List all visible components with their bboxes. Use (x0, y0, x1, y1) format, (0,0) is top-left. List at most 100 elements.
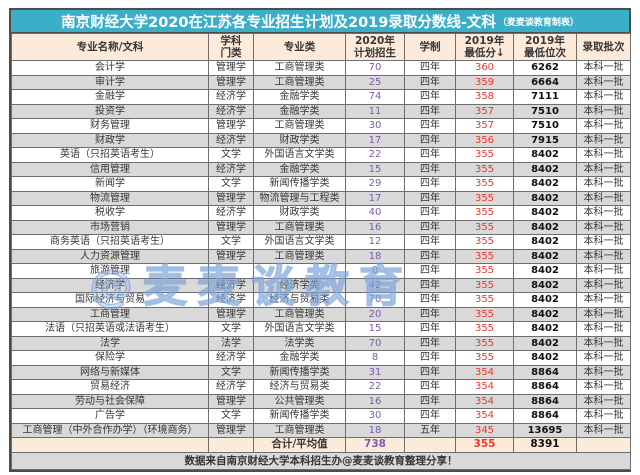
cell-min-score-2019: 345 (455, 422, 514, 438)
footer-row: 数据来自南京财经大学本科招生办@麦麦谈教育整理分享！ (11, 451, 631, 470)
cell-major-group: 法学类 (253, 335, 346, 351)
cell-batch: 本科一批 (576, 132, 631, 148)
cell-major-group: 新闻传播学类 (253, 176, 346, 192)
cell-major: 财政学 (11, 132, 209, 148)
table-row: 网络与新媒体 文学 新闻传播学类 31 四年 354 8864 本科一批 (11, 364, 631, 380)
cell-plan-2020: 74 (345, 89, 405, 105)
cell-major-group: 公共管理类 (253, 393, 346, 409)
cell-discipline: 管理学 (208, 118, 254, 134)
cell-batch: 本科一批 (576, 350, 631, 366)
cell-min-rank-2019: 7510 (513, 118, 577, 134)
cell-major: 网络与新媒体 (11, 364, 209, 380)
table-row: 新闻学 文学 新闻传播学类 29 四年 355 8402 本科一批 (11, 176, 631, 192)
cell-min-score-2019: 358 (455, 89, 514, 105)
cell-discipline: 管理学 (208, 74, 254, 90)
cell-discipline: 管理学 (208, 219, 254, 235)
cell-duration: 四年 (404, 393, 456, 409)
cell-batch: 本科一批 (576, 306, 631, 322)
cell-major-group: 金融学类 (253, 350, 346, 366)
cell-discipline: 文学 (208, 364, 254, 380)
table-row: 保险学 经济学 金融学类 8 四年 355 8402 本科一批 (11, 350, 631, 366)
cell-batch: 本科一批 (576, 393, 631, 409)
cell-major: 旅游管理 (11, 263, 209, 279)
cell-duration: 四年 (404, 364, 456, 380)
cell-major: 英语（只招英语考生） (11, 147, 209, 163)
cell-major: 贸易经济 (11, 379, 209, 395)
cell-min-rank-2019: 8402 (513, 350, 577, 366)
table-row: 商务英语（只招英语考生） 文学 外国语言文学类 12 四年 355 8402 本科一批 (11, 234, 631, 250)
cell-min-score-2019: 354 (455, 364, 514, 380)
header-row: 专业名称/文科 学科 门类 专业类 2020年 计划招生 学制 2019年 最低分↓ … (11, 33, 631, 61)
cell-batch: 本科一批 (576, 118, 631, 134)
admissions-table-sheet: 南京财经大学2020在江苏各专业招生计划及2019录取分数线-文科 （麦麦谈教育… (9, 8, 631, 472)
cell-plan-2020: 12 (345, 234, 405, 250)
cell-major-group: 金融学类 (253, 161, 346, 177)
cell-major-group: 财政学类 (253, 205, 346, 221)
cell-batch: 本科一批 (576, 422, 631, 438)
cell-major-group: 外国语言文学类 (253, 147, 346, 163)
cell-plan-2020: 30 (345, 118, 405, 134)
cell-major-group: 经济与贸易类 (253, 292, 346, 308)
cell-major: 会计学 (11, 60, 209, 76)
cell-batch: 本科一批 (576, 176, 631, 192)
table-row: 市场营销 管理学 工商管理类 16 四年 355 8402 本科一批 (11, 219, 631, 235)
cell-plan-2020: 738 (345, 437, 405, 453)
cell-major-group: 外国语言文学类 (253, 321, 346, 337)
cell-batch: 本科一批 (576, 408, 631, 424)
table-row: 旅游管理 0 四年 355 8402 本科一批 (11, 263, 631, 279)
cell-plan-2020: 29 (345, 176, 405, 192)
cell-min-score-2019: 354 (455, 393, 514, 409)
cell-min-score-2019: 355 (455, 234, 514, 250)
cell-plan-2020: 22 (345, 379, 405, 395)
cell-min-rank-2019: 7915 (513, 132, 577, 148)
cell-min-score-2019: 355 (455, 219, 514, 235)
cell-discipline: 管理学 (208, 306, 254, 322)
cell-plan-2020: 15 (345, 321, 405, 337)
cell-discipline: 经济学 (208, 161, 254, 177)
cell-min-rank-2019: 8402 (513, 306, 577, 322)
table-row: 贸易经济 经济学 经济与贸易类 22 四年 354 8864 本科一批 (11, 379, 631, 395)
cell-plan-2020: 16 (345, 393, 405, 409)
cell-min-rank-2019: 8864 (513, 364, 577, 380)
cell-min-score-2019: 357 (455, 118, 514, 134)
cell-duration: 五年 (404, 422, 456, 438)
cell-major-group: 金融学类 (253, 89, 346, 105)
cell-discipline: 经济学 (208, 292, 254, 308)
cell-duration: 四年 (404, 118, 456, 134)
cell-min-rank-2019: 6664 (513, 74, 577, 90)
cell-major-group (253, 263, 346, 279)
cell-plan-2020: 18 (345, 422, 405, 438)
cell-major-group: 经济与贸易类 (253, 379, 346, 395)
column-header-major-group: 专业类 (253, 33, 346, 61)
cell-major: 商务英语（只招英语考生） (11, 234, 209, 250)
cell-min-rank-2019: 8402 (513, 161, 577, 177)
cell-min-rank-2019: 13695 (513, 422, 577, 438)
page-title: 南京财经大学2020在江苏各专业招生计划及2019录取分数线-文科 (61, 14, 496, 31)
cell-plan-2020: 31 (345, 364, 405, 380)
cell-batch: 本科一批 (576, 321, 631, 337)
cell-discipline (208, 263, 254, 279)
cell-batch: 本科一批 (576, 205, 631, 221)
cell-plan-2020: 25 (345, 74, 405, 90)
table-body: 会计学 管理学 工商管理类 70 四年 360 6262 本科一批 审计学 管理学 工商管理类 25 四… (11, 60, 631, 453)
cell-min-score-2019: 355 (455, 205, 514, 221)
cell-plan-2020: 16 (345, 219, 405, 235)
cell-major-group: 外国语言文学类 (253, 234, 346, 250)
table-row: 会计学 管理学 工商管理类 70 四年 360 6262 本科一批 (11, 60, 631, 76)
cell-discipline: 文学 (208, 321, 254, 337)
cell-min-rank-2019: 8402 (513, 147, 577, 163)
cell-major-group: 经济学类 (253, 277, 346, 293)
cell-min-score-2019: 355 (455, 350, 514, 366)
cell-min-score-2019: 355 (455, 176, 514, 192)
table-row: 法语（只招英语或法语考生） 文学 外国语言文学类 15 四年 355 8402 本科一批 (11, 321, 631, 337)
cell-discipline: 经济学 (208, 277, 254, 293)
cell-duration: 四年 (404, 263, 456, 279)
cell-discipline: 经济学 (208, 379, 254, 395)
table-row: 财政学 经济学 财政学类 17 四年 356 7915 本科一批 (11, 132, 631, 148)
cell-discipline: 文学 (208, 176, 254, 192)
cell-major-group: 工商管理类 (253, 306, 346, 322)
table-row: 广告学 文学 新闻传播学类 30 四年 354 8864 本科一批 (11, 408, 631, 424)
cell-min-score-2019: 355 (455, 147, 514, 163)
cell-discipline: 经济学 (208, 132, 254, 148)
cell-duration: 四年 (404, 103, 456, 119)
